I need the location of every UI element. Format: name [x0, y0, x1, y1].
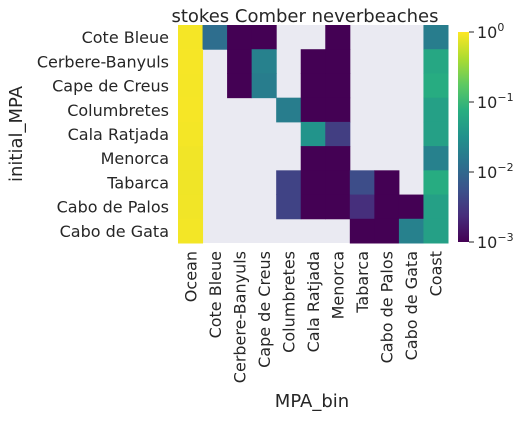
row-labels: Cote Bleue Cerbere-Banyuls Cape de Creus Co… [37, 28, 169, 241]
heatmap-cell [300, 121, 326, 147]
heatmap-cell [423, 194, 449, 220]
row-label: Cala Ratjada [68, 125, 169, 144]
heatmap-cell [300, 194, 326, 220]
chart-title: stokes Comber neverbeaches [171, 6, 438, 27]
heatmap-cell [276, 97, 302, 123]
heatmap-cell [423, 121, 449, 147]
heatmap-cell [325, 25, 351, 50]
heatmap-cell [202, 25, 228, 50]
heatmap-cell [251, 73, 277, 99]
heatmap-cell [178, 146, 204, 171]
heatmap-cell [349, 194, 375, 220]
column-label: Menorca [329, 251, 348, 319]
heatmap-cell [374, 194, 400, 220]
heatmap-cell [423, 25, 449, 50]
colorbar-tick-label: 100 [477, 21, 504, 42]
heatmap-cell [178, 25, 204, 50]
y-axis-label: initial_MPA [6, 85, 27, 182]
heatmap-cell [423, 170, 449, 196]
heatmap-cell [178, 170, 204, 196]
colorbar-tick-label: 10−1 [477, 91, 514, 112]
heatmap-cell [325, 49, 351, 74]
heatmap-cell [178, 49, 204, 74]
heatmap-cell [178, 97, 204, 123]
colorbar-tick-label: 10−3 [477, 231, 514, 252]
heatmap-cell [276, 170, 302, 196]
heatmap-cell [300, 49, 326, 74]
heatmap-cell [276, 194, 302, 220]
heatmap-cell [398, 194, 424, 220]
x-axis-label: MPA_bin [275, 391, 349, 412]
heatmap-cell [178, 73, 204, 99]
heatmap-cell [349, 218, 375, 244]
heatmap-cells [178, 25, 449, 244]
row-label: Cabo de Palos [57, 198, 169, 217]
heatmap-cell [423, 146, 449, 171]
row-label: Cerbere-Banyuls [37, 52, 169, 71]
heatmap-cell [178, 218, 204, 244]
column-label: Cape de Creus [255, 251, 274, 368]
heatmap-cell [300, 97, 326, 123]
heatmap-cell [325, 97, 351, 123]
heatmap-cell [423, 73, 449, 99]
row-label: Cote Bleue [82, 28, 169, 47]
colorbar-ticks: 10−3 10−2 10−1 100 [469, 21, 514, 252]
column-label: Cote Bleue [206, 251, 225, 338]
heatmap-cell [349, 170, 375, 196]
row-label: Cape de Creus [52, 77, 169, 96]
heatmap-cell [325, 146, 351, 171]
heatmap-cell [251, 25, 277, 50]
column-labels: Ocean Cote Bleue Cerbere-Banyuls Cape de Cr… [181, 251, 445, 383]
heatmap-cell [423, 218, 449, 244]
heatmap-cell [251, 49, 277, 74]
heatmap-cell [300, 170, 326, 196]
heatmap-cell [423, 49, 449, 74]
column-label: Cala Ratjada [304, 251, 323, 352]
row-label: Columbretes [67, 101, 169, 120]
column-label: Cabo de Palos [378, 251, 397, 363]
heatmap-cell [325, 170, 351, 196]
column-label: Cabo de Gata [402, 251, 421, 360]
heatmap-cell [227, 25, 253, 50]
column-label: Ocean [181, 251, 200, 302]
colorbar-tick-label: 10−2 [477, 161, 514, 182]
heatmap-cell [423, 97, 449, 123]
heatmap-cell [227, 49, 253, 74]
heatmap-cell [325, 121, 351, 147]
heatmap-cell [325, 194, 351, 220]
row-label: Tabarca [106, 173, 169, 192]
column-label: Cerbere-Banyuls [230, 251, 249, 383]
column-label: Tabarca [353, 251, 372, 314]
heatmap-cell [178, 194, 204, 220]
colorbar [458, 32, 469, 242]
heatmap-cell [325, 73, 351, 99]
heatmap-cell [300, 73, 326, 99]
heatmap-cell [227, 73, 253, 99]
heatmap-cell [374, 218, 400, 244]
heatmap-cell [374, 170, 400, 196]
column-label: Coast [427, 251, 446, 296]
row-label: Cabo de Gata [60, 222, 169, 241]
heatmap-cell [300, 146, 326, 171]
heatmap-cell [398, 218, 424, 244]
heatmap-cell [178, 121, 204, 147]
column-label: Columbretes [279, 251, 298, 353]
row-label: Menorca [101, 149, 169, 168]
